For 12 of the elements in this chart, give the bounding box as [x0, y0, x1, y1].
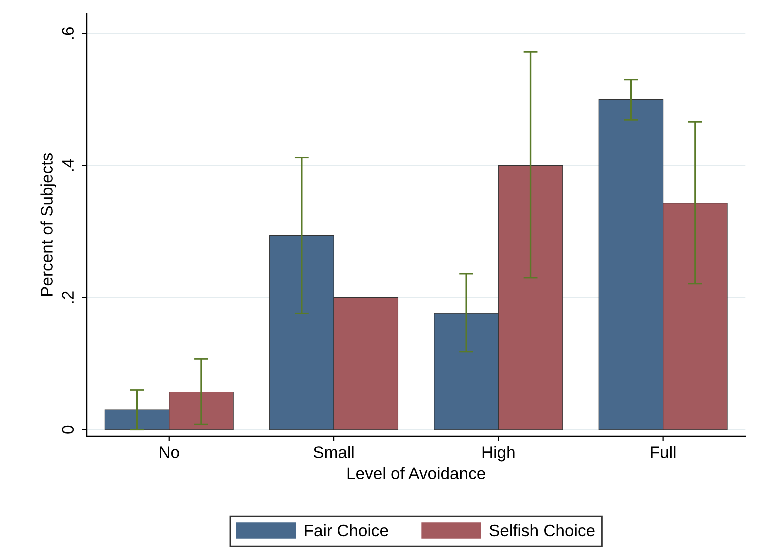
- x-tick-label: High: [482, 446, 515, 462]
- x-tick-label: Small: [314, 446, 354, 458]
- x-axis-title: Level of Avoidance: [348, 467, 486, 480]
- y-tick-label: .6: [62, 27, 74, 40]
- x-tick-label: Full: [651, 446, 676, 458]
- y-tick-label: .4: [62, 159, 74, 172]
- legend-label: Fair Choice: [305, 524, 388, 537]
- x-tick-label: No: [160, 446, 180, 458]
- y-axis-title: Percent of Subjects: [40, 154, 56, 296]
- y-tick-label: 0: [62, 426, 74, 434]
- y-tick-label: .2: [62, 292, 74, 304]
- legend-label: Selfish Choice: [490, 524, 595, 537]
